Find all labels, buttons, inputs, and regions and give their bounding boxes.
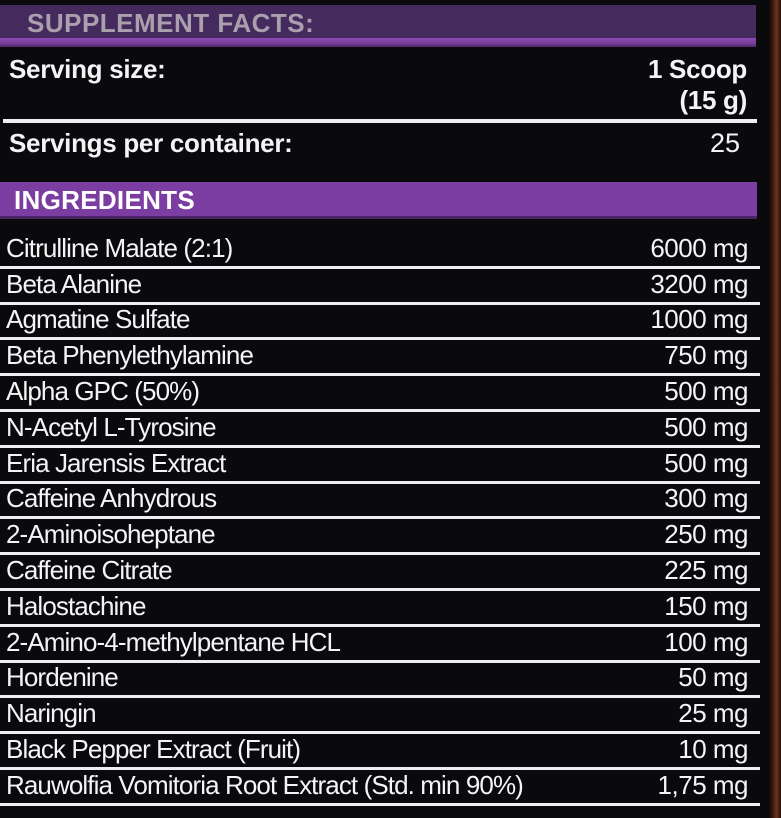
ingredient-row: Beta Alanine 3200 mg [0,269,760,305]
servings-per-container-row: Servings per container: 25 [9,128,740,159]
ingredient-row: Hordenine 50 mg [0,662,760,699]
ingredient-name: Beta Phenylethylamine [6,340,254,371]
ingredient-amount: 25 mg [678,698,748,729]
ingredient-row: Agmatine Sulfate 1000 mg [0,304,760,341]
ingredient-amount: 500 mg [664,411,748,442]
ingredient-row: Halostachine 150 mg [0,591,760,627]
ingredient-name: Hordenine [6,662,119,693]
ingredient-name: Alpha GPC (50%) [6,375,200,406]
ingredient-row: Caffeine Anhydrous 300 mg [0,483,760,520]
supplement-facts-title: SUPPLEMENT FACTS: [27,8,315,38]
serving-size-value: 1 Scoop (15 g) [648,54,747,116]
ingredient-amount: 1000 mg [650,304,748,335]
ingredient-amount: 250 mg [664,519,748,550]
ingredient-row: Eria Jarensis Extract 500 mg [0,448,760,484]
header-accent-stripe [0,38,756,47]
ingredient-name: Rauwolfia Vomitoria Root Extract (Std. m… [6,769,524,800]
serving-size-label: Serving size: [9,54,166,84]
ingredient-row: Alpha GPC (50%) 500 mg [0,376,760,412]
ingredient-row: N-Acetyl L-Tyrosine 500 mg [0,412,760,448]
ingredient-amount: 1,75 mg [657,769,749,800]
ingredient-name: Caffeine Anhydrous [6,483,217,514]
ingredient-name: Agmatine Sulfate [6,304,191,335]
ingredient-name: Naringin [6,698,97,729]
ingredient-amount: 225 mg [664,554,748,585]
serving-size-value-line1: 1 Scoop [647,54,747,84]
ingredient-name: Black Pepper Extract (Fruit) [6,733,301,764]
ingredients-header-bar: INGREDIENTS [0,182,757,219]
ingredient-amount: 6000 mg [650,232,748,263]
ingredient-amount: 10 mg [678,733,748,764]
serving-size-row: Serving size: 1 Scoop (15 g) [9,54,747,116]
supplement-facts-header-bar: SUPPLEMENT FACTS: [0,5,756,38]
ingredient-amount: 500 mg [664,447,748,478]
ingredient-row: Black Pepper Extract (Fruit) 10 mg [0,734,760,770]
ingredient-row: Rauwolfia Vomitoria Root Extract (Std. m… [0,770,760,806]
ingredient-row: Naringin 25 mg [0,698,760,735]
ingredient-name: 2-Aminoisoheptane [6,519,216,550]
servings-per-container-label: Servings per container: [9,128,293,158]
ingredient-name: Caffeine Citrate [6,554,173,585]
ingredient-name: Citrulline Malate (2:1) [6,232,233,263]
ingredient-name: 2-Amino-4-methylpentane HCL [6,626,341,657]
ingredient-name: Eria Jarensis Extract [6,447,226,478]
ingredient-row: Caffeine Citrate 225 mg [0,555,760,591]
ingredient-row: 2-Aminoisoheptane 250 mg [0,519,760,556]
ingredient-amount: 300 mg [664,483,748,514]
divider-rule [3,119,757,123]
ingredient-amount: 50 mg [678,662,748,693]
ingredient-amount: 500 mg [664,375,748,406]
ingredient-name: Halostachine [6,590,146,621]
ingredients-title: INGREDIENTS [14,185,195,215]
ingredient-name: N-Acetyl L-Tyrosine [6,411,217,442]
ingredient-row: Beta Phenylethylamine 750 mg [0,340,760,377]
ingredient-row: Citrulline Malate (2:1) 6000 mg [0,233,760,269]
servings-per-container-value: 25 [709,128,740,158]
ingredients-table: Citrulline Malate (2:1) 6000 mg Beta Ala… [0,233,760,806]
ingredient-amount: 3200 mg [650,268,748,299]
ingredient-amount: 100 mg [664,626,748,657]
ingredient-row: 2-Amino-4-methylpentane HCL 100 mg [0,627,760,663]
ingredient-amount: 750 mg [664,340,748,371]
ingredient-name: Beta Alanine [6,268,142,299]
bottle-edge [768,0,781,818]
serving-size-value-line2: (15 g) [679,85,747,115]
ingredient-amount: 150 mg [664,590,748,621]
